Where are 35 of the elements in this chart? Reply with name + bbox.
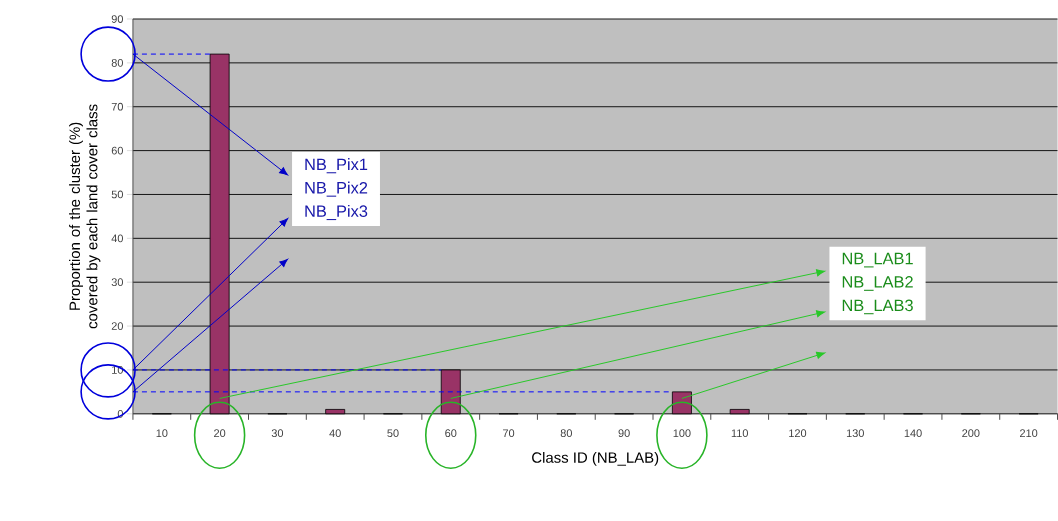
bar [325,409,346,415]
x-tick-label: 140 [904,429,922,438]
annotation: NB_LAB1 [842,252,913,268]
annotation: NB_Pix3 [305,205,368,221]
y-tick-label: 40 [111,234,123,243]
x-tick-label: 130 [846,429,864,438]
annotation: NB_Pix2 [305,181,368,197]
bar [729,409,750,415]
x-axis-title: Class ID (NB_LAB) [532,452,659,466]
x-tick-label: 70 [503,429,515,438]
annotation: NB_LAB3 [842,299,913,315]
x-tick-label: 60 [445,429,457,438]
y-tick-label: 50 [111,190,123,199]
x-tick-label: 90 [618,429,630,438]
x-tick-label: 210 [1020,429,1038,438]
y-tick-label: 20 [111,322,123,331]
x-tick-label: 40 [329,429,341,438]
annotation: NB_Pix1 [305,158,368,174]
x-tick-label: 200 [962,429,980,438]
x-tick-label: 50 [387,429,399,438]
x-tick-label: 80 [560,429,572,438]
y-tick-label: 10 [112,366,123,374]
y-tick-label: 90 [111,15,123,23]
x-tick-label: 20 [214,429,226,438]
y-axis-title: Proportion of the cluster (%) covered by each land cover class [69,104,101,329]
x-tick-label: 120 [789,429,807,438]
y-tick-label: 80 [111,59,123,67]
annotation: NB_LAB2 [842,276,913,291]
x-tick-label: 100 [673,429,691,438]
x-tick-label: 10 [156,429,168,438]
x-tick-label: 110 [731,429,748,438]
y-tick-label: 70 [111,102,123,111]
y-tick-label: 60 [111,146,123,155]
y-tick-label: 30 [111,278,123,287]
x-tick-label: 30 [271,429,284,438]
